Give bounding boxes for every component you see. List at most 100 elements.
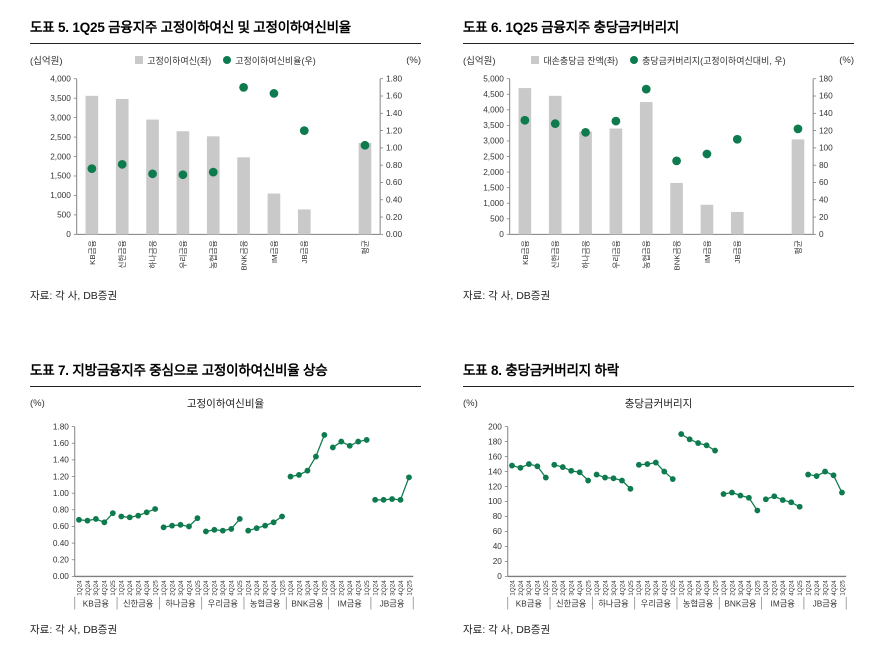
svg-text:1.00: 1.00 [386, 144, 402, 153]
svg-text:0: 0 [66, 230, 71, 239]
svg-text:2Q24: 2Q24 [339, 580, 346, 596]
svg-text:1Q25: 1Q25 [195, 580, 202, 596]
svg-text:1Q24: 1Q24 [76, 580, 83, 596]
chart5-bar-scatter-plot: 0 500 1,000 1,500 2,000 2,500 3,000 3,500 4,000 0… [50, 74, 402, 270]
svg-text:1Q25: 1Q25 [839, 580, 846, 596]
svg-text:2Q24: 2Q24 [772, 580, 779, 596]
report-page: 도표 5. 1Q25 금융지주 고정이하여신 및 고정이하여신비율 (십억원) … [30, 12, 854, 637]
svg-text:KB금융: KB금융 [521, 240, 530, 265]
svg-text:1Q25: 1Q25 [322, 580, 329, 596]
panel-coverage-amount: 도표 6. 1Q25 금융지주 충당금커버리지 (십억원) 대손충당금 잔액(좌… [463, 12, 854, 303]
legend-item-bars: 대손충당금 잔액(좌) [531, 54, 618, 67]
svg-text:3Q24: 3Q24 [569, 580, 576, 596]
chart6-right-axis-unit: (%) [839, 54, 854, 66]
svg-text:우리금융: 우리금융 [641, 599, 672, 608]
svg-text:3Q24: 3Q24 [653, 580, 660, 596]
svg-text:0.60: 0.60 [53, 522, 69, 531]
svg-text:2Q24: 2Q24 [602, 580, 609, 596]
chart6-legend: 대손충당금 잔액(좌) 충당금커버리지(고정이하여신대비, 우) [505, 54, 812, 67]
svg-text:4Q24: 4Q24 [535, 580, 542, 596]
svg-text:JB금융: JB금융 [380, 599, 405, 608]
svg-text:4Q24: 4Q24 [704, 580, 711, 596]
svg-text:3Q24: 3Q24 [220, 580, 227, 596]
svg-text:1Q24: 1Q24 [288, 580, 295, 596]
svg-text:1Q24: 1Q24 [552, 580, 559, 596]
svg-text:1Q24: 1Q24 [119, 580, 126, 596]
svg-text:BNK금융: BNK금융 [240, 240, 249, 270]
svg-text:0.20: 0.20 [386, 213, 402, 222]
svg-text:20: 20 [819, 213, 829, 222]
svg-text:3Q24: 3Q24 [780, 580, 787, 596]
svg-text:1Q25: 1Q25 [797, 580, 804, 596]
svg-text:0.60: 0.60 [386, 178, 402, 187]
svg-text:120: 120 [819, 126, 833, 135]
svg-text:40: 40 [819, 195, 829, 204]
svg-text:0: 0 [499, 230, 504, 239]
svg-text:2Q24: 2Q24 [296, 580, 303, 596]
svg-text:180: 180 [488, 437, 502, 446]
chart6-source-note: 자료: 각 사, DB증권 [463, 289, 551, 302]
bar-swatch-icon [531, 56, 540, 64]
svg-text:2Q24: 2Q24 [645, 580, 652, 596]
svg-text:4Q24: 4Q24 [398, 580, 405, 596]
chart7-axis-unit: (%) [30, 397, 45, 409]
svg-text:하나금융: 하나금융 [165, 598, 196, 608]
chart5-axis-units-row: (십억원) 고정이하여신(좌) 고정이하여신비율(우) (%) [30, 53, 421, 68]
svg-text:KB금융: KB금융 [83, 599, 110, 608]
svg-text:200: 200 [488, 422, 502, 431]
svg-text:평균: 평균 [793, 240, 803, 254]
svg-text:1Q25: 1Q25 [585, 580, 592, 596]
svg-text:3Q24: 3Q24 [738, 580, 745, 596]
chart8-inner-title: 충당금커버리지 [624, 397, 693, 410]
svg-text:4Q24: 4Q24 [229, 580, 236, 596]
svg-text:4Q24: 4Q24 [313, 580, 320, 596]
svg-text:2,000: 2,000 [483, 168, 504, 177]
svg-text:2Q24: 2Q24 [560, 580, 567, 596]
chart5-source-note: 자료: 각 사, DB증권 [30, 289, 118, 302]
svg-text:3Q24: 3Q24 [305, 580, 312, 596]
svg-text:0: 0 [819, 230, 824, 239]
svg-text:1Q25: 1Q25 [237, 580, 244, 596]
svg-text:1Q24: 1Q24 [372, 580, 379, 596]
svg-text:JB금융: JB금융 [813, 599, 838, 608]
svg-text:1Q24: 1Q24 [763, 580, 770, 596]
svg-text:신한금융: 신한금융 [123, 599, 154, 608]
svg-text:4,000: 4,000 [483, 106, 504, 115]
dot-swatch-icon [630, 56, 639, 64]
svg-text:1.40: 1.40 [53, 456, 69, 465]
svg-text:1Q25: 1Q25 [364, 580, 371, 596]
chart8-source-note: 자료: 각 사, DB증권 [463, 624, 551, 637]
svg-text:2Q24: 2Q24 [85, 580, 92, 596]
svg-text:1Q25: 1Q25 [755, 580, 762, 596]
svg-text:4Q24: 4Q24 [102, 580, 109, 596]
svg-text:4Q24: 4Q24 [356, 580, 363, 596]
chart6-axis-units-row: (십억원) 대손충당금 잔액(좌) 충당금커버리지(고정이하여신대비, 우) (… [463, 53, 854, 68]
svg-text:JB금융: JB금융 [300, 240, 309, 263]
svg-text:농협금융: 농협금융 [641, 240, 651, 269]
svg-text:4Q24: 4Q24 [746, 580, 753, 596]
svg-text:BNK금융: BNK금융 [673, 240, 682, 270]
svg-text:1Q24: 1Q24 [721, 580, 728, 596]
svg-text:2Q24: 2Q24 [212, 580, 219, 596]
svg-text:1Q25: 1Q25 [406, 580, 413, 596]
svg-text:1Q24: 1Q24 [161, 580, 168, 596]
svg-text:1.80: 1.80 [53, 422, 69, 431]
svg-text:1.60: 1.60 [386, 92, 402, 101]
svg-text:하나금융: 하나금융 [580, 240, 590, 269]
svg-text:IM금융: IM금융 [771, 599, 796, 608]
svg-text:IM금융: IM금융 [338, 599, 363, 608]
svg-text:0.00: 0.00 [53, 572, 69, 581]
chart5-title: 도표 5. 1Q25 금융지주 고정이하여신 및 고정이하여신비율 [30, 12, 421, 44]
svg-text:2,000: 2,000 [50, 152, 71, 161]
svg-text:우리금융: 우리금융 [208, 599, 239, 608]
svg-text:1.20: 1.20 [386, 126, 402, 135]
svg-text:3Q24: 3Q24 [822, 580, 829, 596]
svg-text:1Q24: 1Q24 [330, 580, 337, 596]
svg-text:1Q25: 1Q25 [279, 580, 286, 596]
svg-text:2Q24: 2Q24 [518, 580, 525, 596]
chart5-legend: 고정이하여신(좌) 고정이하여신비율(우) [72, 54, 379, 67]
svg-text:하나금융: 하나금융 [147, 240, 157, 269]
legend-label: 충당금커버리지(고정이하여신대비, 우) [642, 55, 786, 66]
svg-text:신한금융: 신한금융 [118, 240, 127, 269]
svg-text:2Q24: 2Q24 [814, 580, 821, 596]
